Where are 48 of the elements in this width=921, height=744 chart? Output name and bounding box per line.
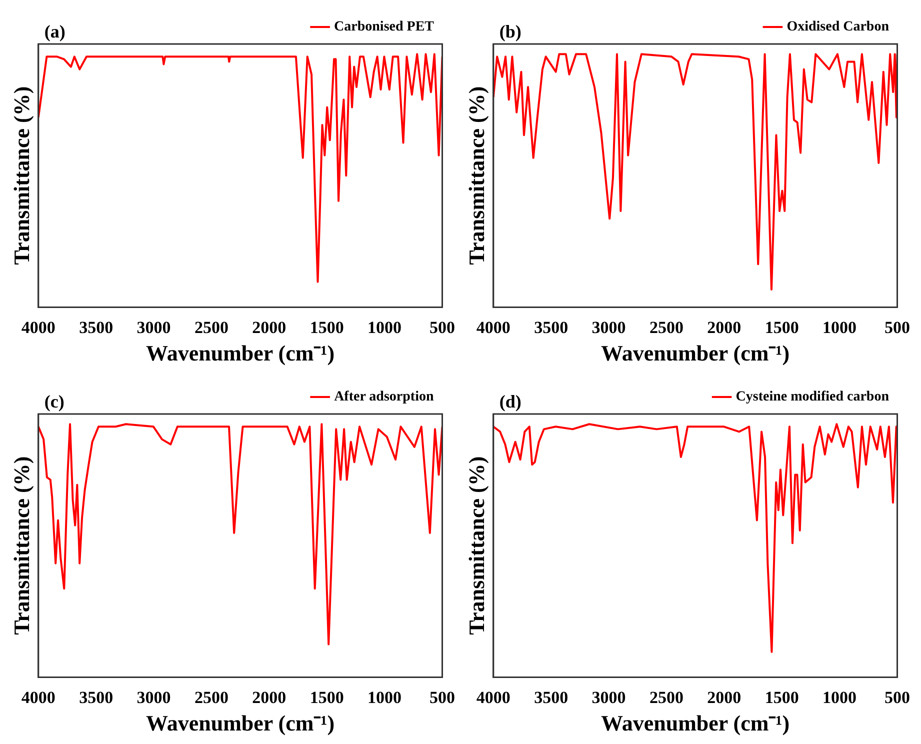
text: (b) (499, 22, 522, 42)
y-axis-title: Transmittance (%) (464, 86, 489, 265)
x-tick-label: 3500 (534, 318, 568, 337)
x-tick-label: 3500 (79, 318, 114, 337)
x-tick-label: 1500 (310, 318, 344, 337)
x-tick-label: 2500 (194, 318, 228, 337)
x-tick-label: 500 (430, 318, 455, 337)
x-tick-label: 2500 (194, 688, 228, 707)
legend-label: Cysteine modified carbon (736, 390, 890, 405)
y-axis-title: Transmittance (%) (464, 456, 489, 635)
x-tick-label: 4000 (476, 318, 510, 337)
x-tick-label: 4000 (21, 688, 56, 707)
x-tick-label: 3500 (79, 688, 114, 707)
x-tick-label: 4000 (476, 688, 510, 707)
x-tick-label: 2000 (252, 688, 286, 707)
legend-label: After adsorption (334, 390, 434, 405)
x-tick-label: 3000 (136, 318, 171, 337)
x-axis-title: Wavenumber (cm⁻¹) (601, 340, 790, 366)
x-tick-label: 2000 (707, 688, 742, 707)
text: (c) (44, 392, 64, 412)
x-tick-label: 1500 (764, 688, 799, 707)
x-tick-label: 3000 (592, 318, 626, 337)
x-tick-label: 1000 (822, 688, 857, 707)
x-tick-label: 3500 (534, 688, 568, 707)
x-tick-label: 2500 (649, 318, 684, 337)
x-tick-label: 3000 (136, 688, 171, 707)
x-tick-label: 1500 (764, 318, 799, 337)
x-tick-label: 500 (884, 688, 910, 707)
x-tick-label: 1000 (368, 688, 402, 707)
text: (a) (44, 22, 66, 42)
y-axis-title: Transmittance (%) (8, 456, 34, 635)
x-tick-label: 1000 (822, 318, 857, 337)
x-tick-label: 2000 (707, 318, 742, 337)
x-tick-label: 2000 (252, 318, 286, 337)
legend-label: Carbonised PET (334, 20, 435, 35)
x-tick-label: 1500 (310, 688, 344, 707)
x-axis-title: Wavenumber (cm⁻¹) (146, 710, 335, 736)
x-tick-label: 500 (884, 318, 910, 337)
text: (d) (499, 392, 522, 412)
y-axis-title: Transmittance (%) (8, 86, 34, 265)
legend-label: Oxidised Carbon (786, 20, 890, 35)
x-axis-title: Wavenumber (cm⁻¹) (146, 340, 335, 366)
x-tick-label: 1000 (368, 318, 402, 337)
x-tick-label: 3000 (592, 688, 626, 707)
x-tick-label: 4000 (21, 318, 56, 337)
x-tick-label: 2500 (649, 688, 684, 707)
x-axis-title: Wavenumber (cm⁻¹) (601, 710, 790, 736)
x-tick-label: 500 (430, 688, 455, 707)
